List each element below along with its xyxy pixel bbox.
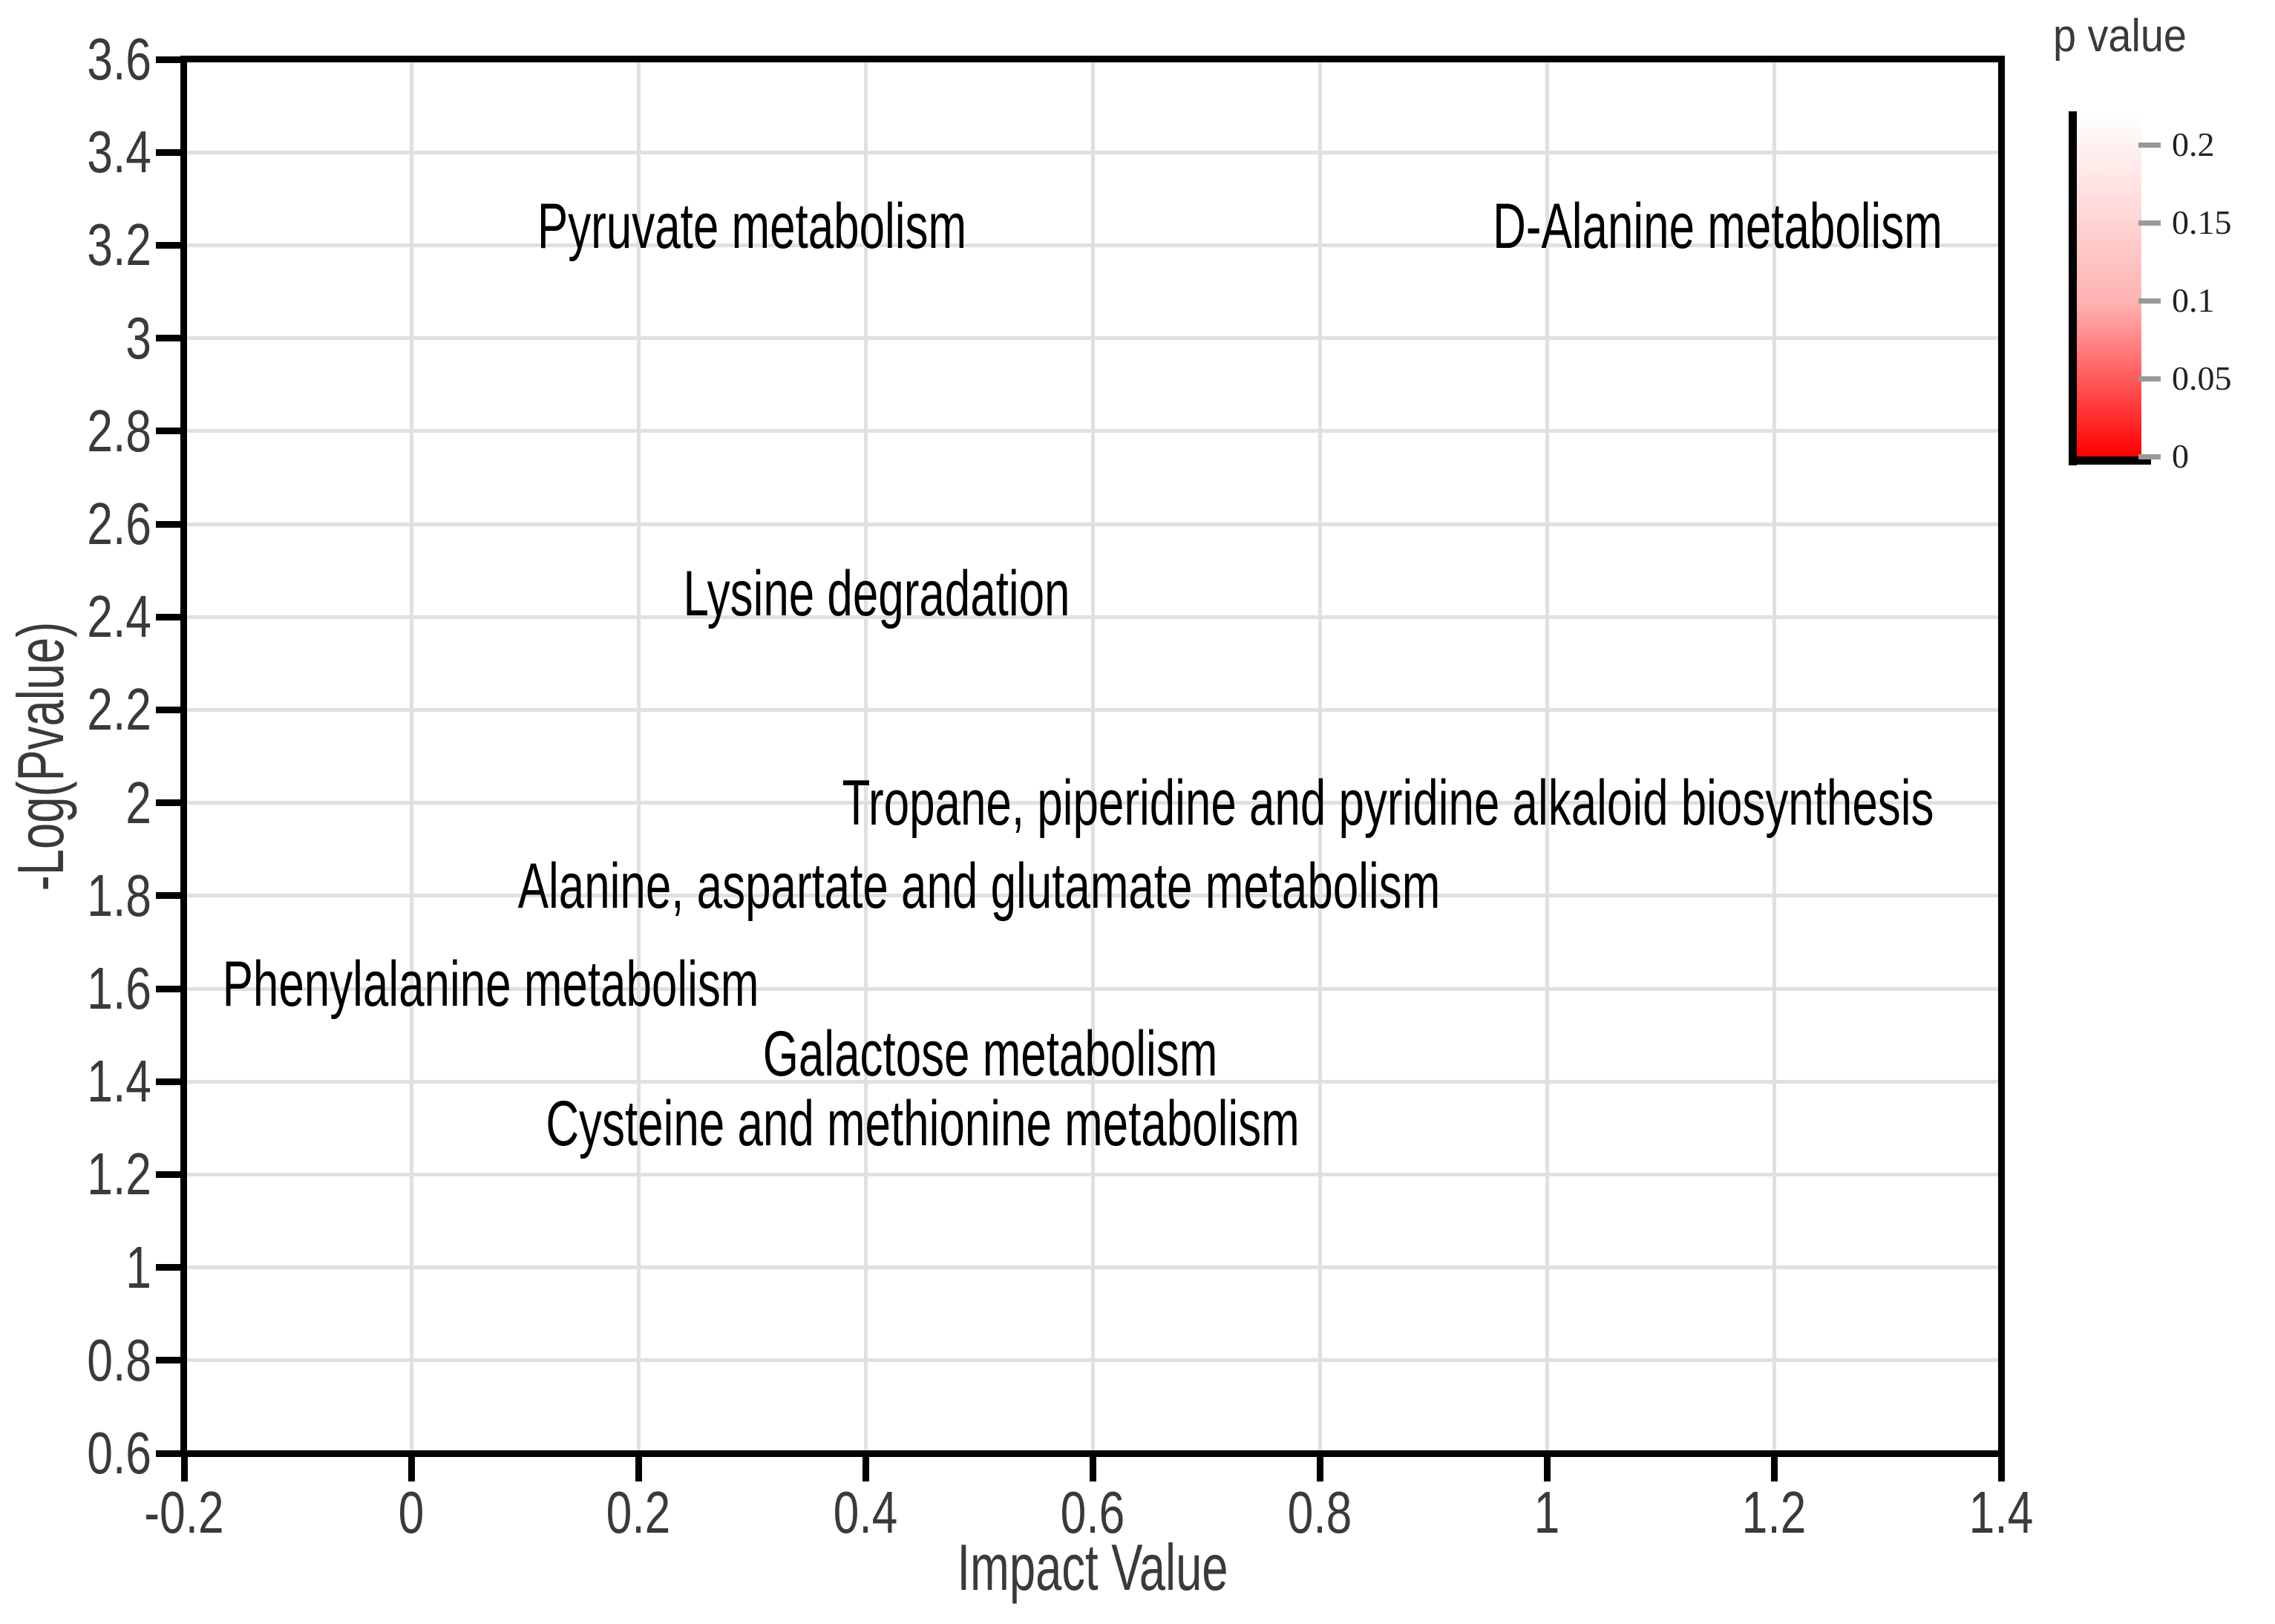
x-tick-label: 0.6	[1060, 1479, 1125, 1545]
colorbar-tick-label: 0.15	[2172, 203, 2232, 241]
y-gridline	[184, 1266, 2001, 1270]
y-tick-label: 1.2	[87, 1141, 151, 1208]
y-gridline	[184, 1358, 2001, 1363]
colorbar-gradient	[2077, 114, 2141, 456]
y-gridline	[184, 801, 2001, 805]
colorbar-tick	[2138, 298, 2161, 304]
y-tick	[156, 706, 181, 713]
y-tick-label: 2.8	[87, 397, 151, 464]
y-gridline	[184, 1172, 2001, 1176]
pathway-point-label: Pyruvate metabolism	[537, 191, 967, 263]
colorbar-tick	[2138, 142, 2161, 148]
y-tick-label: 3.4	[87, 119, 151, 186]
x-tick	[862, 1456, 869, 1481]
pathway-point-label: Galactose metabolism	[763, 1018, 1218, 1090]
x-tick	[407, 1456, 415, 1481]
colorbar-tick-label: 0.05	[2172, 359, 2232, 397]
colorbar-bottom-border	[2069, 456, 2151, 465]
colorbar-tick	[2138, 376, 2161, 382]
x-gridline	[1317, 59, 1322, 1453]
y-gridline	[184, 336, 2001, 341]
y-tick-label: 1.4	[87, 1048, 151, 1115]
y-tick-label: 2.4	[87, 583, 151, 650]
y-gridline	[184, 986, 2001, 991]
y-tick-label: 1.8	[87, 862, 151, 929]
pathway-point-label: Lysine degradation	[683, 557, 1070, 629]
x-tick-label: 1.4	[1968, 1479, 2034, 1545]
colorbar-left-border	[2069, 111, 2077, 465]
x-gridline	[409, 59, 413, 1453]
y-tick	[156, 799, 181, 807]
y-gridline	[184, 243, 2001, 247]
y-gridline	[184, 1079, 2001, 1084]
pathway-point-label: D-Alanine metabolism	[1492, 191, 1942, 263]
plot-area	[180, 56, 2005, 1457]
y-tick	[156, 1357, 181, 1364]
x-tick	[1316, 1456, 1323, 1481]
y-tick-label: 3.6	[87, 26, 151, 92]
y-tick	[156, 241, 181, 249]
x-gridline	[636, 59, 641, 1453]
x-tick-label: 0.8	[1287, 1479, 1352, 1545]
y-tick	[156, 1264, 181, 1271]
y-tick-label: 0.8	[87, 1326, 151, 1393]
y-tick-label: 1	[125, 1234, 151, 1300]
colorbar-tick-label: 0	[2172, 437, 2189, 475]
colorbar-title: p value	[2053, 10, 2187, 62]
y-axis-title: -Log(Pvalue)	[4, 621, 77, 891]
pathway-point-label: Cysteine and methionine metabolism	[545, 1087, 1300, 1159]
x-tick	[1997, 1456, 2005, 1481]
pathway-point-label: Tropane, piperidine and pyridine alkaloi…	[842, 767, 1934, 839]
x-tick	[1543, 1456, 1551, 1481]
x-tick	[180, 1456, 188, 1481]
y-gridline	[184, 707, 2001, 712]
x-tick-label: 1.2	[1741, 1479, 1807, 1545]
colorbar-tick-label: 0.2	[2172, 125, 2215, 163]
y-gridline	[184, 615, 2001, 619]
colorbar-tick	[2138, 220, 2161, 226]
y-tick	[156, 892, 181, 900]
y-tick	[156, 613, 181, 621]
y-tick	[156, 1078, 181, 1085]
x-axis-title: Impact Value	[957, 1530, 1228, 1604]
x-tick	[635, 1456, 642, 1481]
x-tick-label: 0.4	[833, 1479, 898, 1545]
x-tick-label: 0	[398, 1479, 425, 1545]
x-gridline	[1772, 59, 1776, 1453]
x-tick	[1089, 1456, 1096, 1481]
y-tick-label: 3	[125, 304, 151, 371]
x-tick-label: 1	[1533, 1479, 1560, 1545]
y-tick-label: 3.2	[87, 212, 151, 278]
y-gridline	[184, 522, 2001, 526]
x-gridline	[1545, 59, 1549, 1453]
y-tick-label: 1.6	[87, 955, 151, 1021]
pathway-point-label: Alanine, aspartate and glutamate metabol…	[517, 851, 1441, 923]
pathway-point-label: Phenylalanine metabolism	[222, 948, 759, 1020]
y-tick	[156, 1450, 181, 1457]
y-tick	[156, 985, 181, 992]
y-gridline	[184, 429, 2001, 433]
y-gridline	[184, 150, 2001, 154]
y-tick-label: 2.2	[87, 676, 151, 743]
y-tick	[156, 335, 181, 342]
colorbar-tick-label: 0.1	[2172, 281, 2215, 319]
y-tick-label: 0.6	[87, 1420, 151, 1486]
y-tick	[156, 520, 181, 528]
x-gridline	[863, 59, 868, 1453]
y-tick	[156, 56, 181, 63]
colorbar-tick	[2138, 454, 2161, 459]
y-tick	[156, 148, 181, 156]
x-tick	[1770, 1456, 1778, 1481]
y-tick-label: 2	[125, 769, 151, 836]
y-tick	[156, 428, 181, 435]
y-tick	[156, 1170, 181, 1178]
y-tick-label: 2.6	[87, 491, 151, 557]
x-tick-label: 0.2	[606, 1479, 671, 1545]
y-gridline	[184, 894, 2001, 898]
x-tick-label: -0.2	[144, 1479, 224, 1545]
x-gridline	[1090, 59, 1095, 1453]
